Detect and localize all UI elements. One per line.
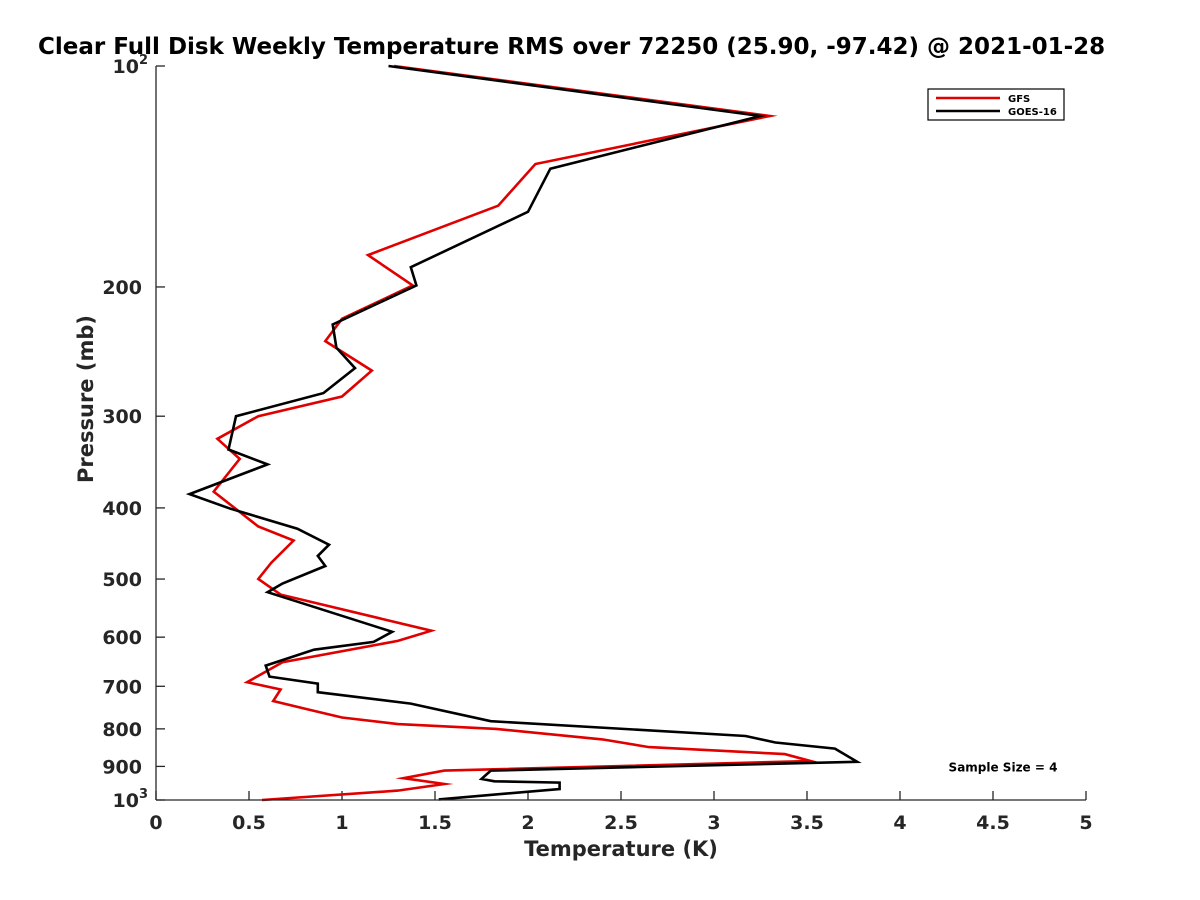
x-tick-label: 4 [893, 812, 906, 834]
y-tick-label: 300 [102, 406, 142, 428]
y-tick-label: 700 [102, 676, 142, 698]
x-tick-label: 2.5 [604, 812, 638, 834]
legend-label: GFS [1008, 94, 1030, 105]
x-tick-label: 1.5 [418, 812, 452, 834]
x-tick-label: 0.5 [232, 812, 266, 834]
x-tick-label: 3.5 [790, 812, 824, 834]
y-axis: 102 200 300 400 500 600 700 800 900 103 [102, 53, 165, 812]
plot-lines [185, 64, 862, 802]
y-tick-label: 102 [113, 53, 149, 78]
chart-title: Clear Full Disk Weekly Temperature RMS o… [38, 34, 1105, 60]
x-axis-label: Temperature (K) [524, 837, 718, 861]
legend-label: GOES-16 [1008, 107, 1057, 118]
legend: GFS GOES-16 [927, 88, 1065, 121]
series-line-gfs [211, 64, 820, 802]
sample-size-annotation: Sample Size = 4 [949, 760, 1058, 774]
y-tick-label: 600 [102, 627, 142, 649]
legend-box [927, 88, 1065, 121]
x-tick-label: 5 [1079, 812, 1092, 834]
series-line-goes-16 [185, 64, 862, 801]
x-axis: 0 0.5 1 1.5 2 2.5 3 3.5 4 4.5 5 [149, 791, 1093, 834]
y-tick-label: 800 [102, 719, 142, 741]
x-tick-label: 4.5 [976, 812, 1010, 834]
x-tick-label: 2 [521, 812, 534, 834]
x-tick-label: 0 [149, 812, 162, 834]
y-tick-label: 400 [102, 498, 142, 520]
x-tick-label: 1 [335, 812, 348, 834]
x-tick-label: 3 [707, 812, 720, 834]
y-tick-label: 500 [102, 569, 142, 591]
y-tick-label: 103 [113, 787, 149, 812]
y-tick-label: 900 [102, 756, 142, 778]
y-axis-label: Pressure (mb) [74, 315, 98, 483]
y-tick-label: 200 [102, 277, 142, 299]
